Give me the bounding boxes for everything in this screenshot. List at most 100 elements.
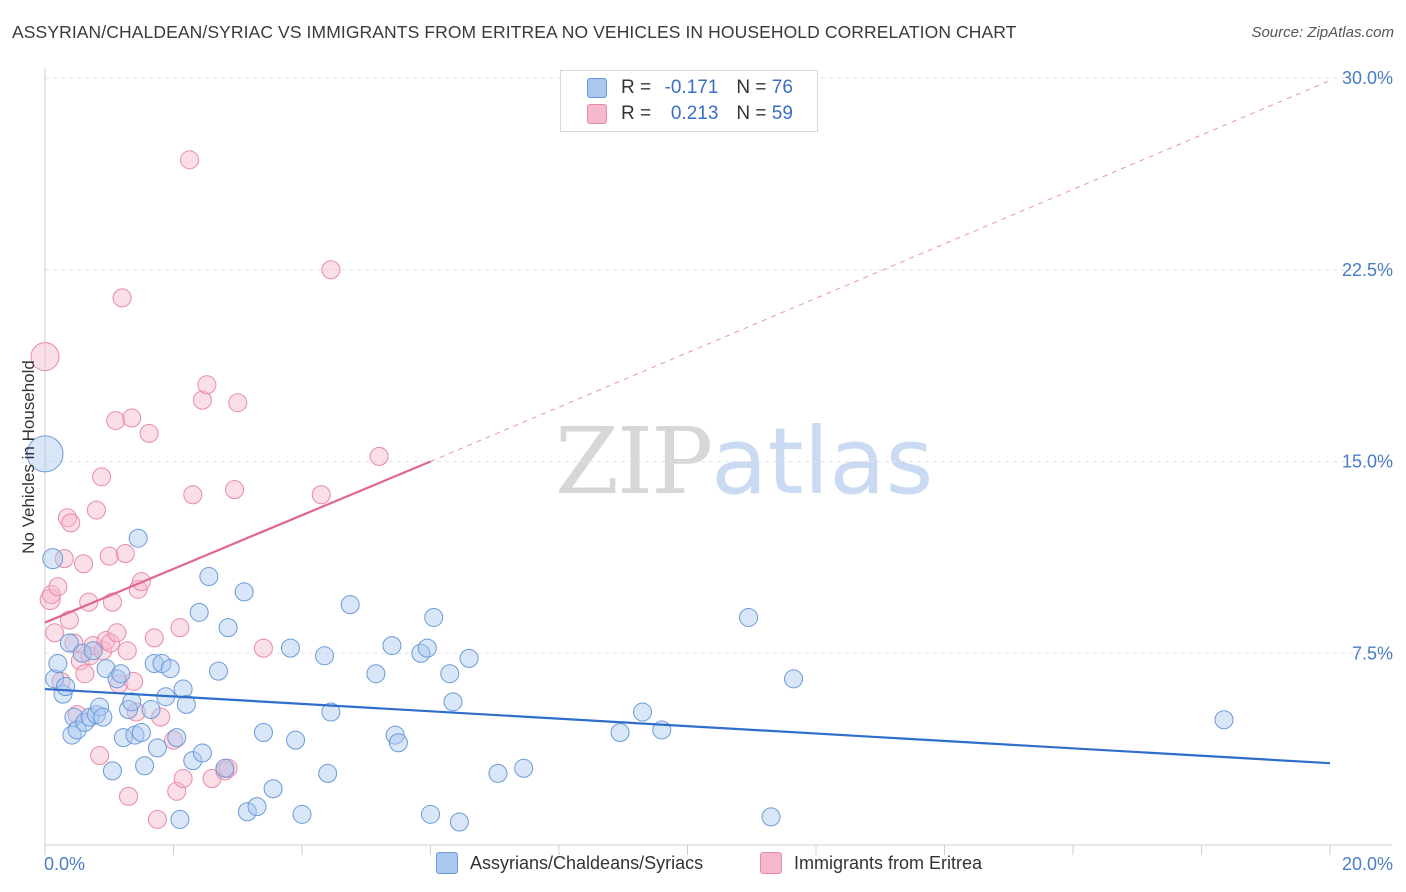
series-legend: Assyrians/Chaldeans/Syriacs Immigrants f… [0,852,1406,878]
assyrian-point [93,707,113,727]
assyrian-point [42,548,64,570]
trend-lines [44,80,1331,765]
eritrea-point [101,633,121,653]
eritrea-point [183,485,203,505]
eritrea-point [80,646,100,666]
assyrian-point [610,723,630,743]
assyrian-point [160,659,180,679]
series-swatch-pink [760,852,782,874]
eritrea-point [57,508,77,528]
grid-lines [45,77,1392,654]
assyrian-point [459,648,479,668]
legend-r-value: -0.171 [664,77,719,98]
assyrian-point [382,636,402,656]
assyrian-point [318,763,338,783]
eritrea-point [164,730,183,750]
assyrian-point [113,728,133,748]
assyrian-point [83,641,103,661]
assyrian-point [141,699,161,719]
eritrea-point [99,546,119,566]
assyrian-point [75,712,95,732]
axes [44,68,1392,855]
assyrian-point [107,669,127,689]
assyrian-point [488,763,508,783]
eritrea-point [197,375,217,395]
assyrian-point [234,582,254,602]
eritrea-point [90,746,110,766]
assyrian-point [280,638,300,658]
eritrea-point [253,638,273,658]
x-tick-label: 20.0% [1342,854,1393,874]
eritrea-point [74,554,94,574]
assyrian-point [128,528,148,548]
eritrea-point [86,500,106,520]
legend-r-label: R = [621,103,652,124]
legend-row-eritrea: R = 0.213 N = 59 [587,102,793,126]
assyrian-point [761,807,781,827]
assyrian-point [417,638,437,658]
assyrian-point [119,699,139,719]
assyrian-point [739,607,759,627]
series-legend-label: Immigrants from Eritrea [794,852,983,873]
legend-r-value: 0.213 [670,103,719,124]
series-swatch-blue [436,852,458,874]
legend-n-value: 59 [771,103,793,124]
y-tick-label: 7.5% [1352,643,1393,663]
eritrea-point [112,288,132,308]
assyrian-point [253,723,273,743]
assyrian-point [183,751,203,771]
assyrian-point [131,723,151,743]
assyrian-point [56,676,76,696]
tick-labels: 7.5% 15.0% 22.5% 30.0% 0.0% 20.0% [44,68,1393,874]
assyrian-point [292,804,312,824]
eritrea-point [119,786,139,806]
assyrian-point [366,664,386,684]
assyrian-point [449,812,469,832]
eritrea-point [180,150,200,170]
eritrea-point [321,260,341,280]
eritrea-point [45,623,65,643]
eritrea-point [115,544,135,564]
eritrea-point [192,390,212,410]
eritrea-point [126,702,146,722]
legend-n-value: 76 [771,77,793,98]
eritrea-point [147,809,167,829]
assyrian-point [199,567,219,587]
assyrian-point [215,758,235,778]
eritrea-point [107,623,127,643]
source-label: Source: ZipAtlas.com [1251,24,1394,41]
assyrian-point [388,733,408,753]
eritrea-point [75,664,95,684]
assyrian-point [135,756,155,776]
assyrian-point [189,602,209,622]
assyrian-point [784,669,804,689]
series-legend-assyrian[interactable]: Assyrians/Chaldeans/Syriacs [436,852,703,874]
eritrea-point [117,641,137,661]
assyrian-point [122,692,142,712]
assyrian-point [147,738,167,758]
assyrian-point [167,728,187,748]
series-legend-label: Assyrians/Chaldeans/Syriacs [470,852,704,873]
legend-n-label: N = [736,103,767,124]
eritrea-point [61,513,81,533]
assyrian-point [64,707,84,727]
eritrea-point [70,651,90,671]
series-legend-eritrea[interactable]: Immigrants from Eritrea [760,852,982,874]
eritrea-point [311,485,331,505]
eritrea-point [369,446,389,466]
eritrea-point [167,781,187,801]
eritrea-point [39,589,61,611]
legend-r-label: R = [621,77,652,98]
eritrea-point [170,618,190,638]
assyrian-point [102,761,122,781]
y-tick-label: 15.0% [1342,452,1393,472]
assyrian-point [440,664,460,684]
assyrian-point [45,669,65,689]
assyrian-point [176,694,196,714]
assyrian-point [286,730,306,750]
assyrian-point [321,702,341,722]
y-tick-label: 22.5% [1342,260,1393,280]
legend-swatch-blue [587,78,607,98]
assyrian-point [208,661,228,681]
